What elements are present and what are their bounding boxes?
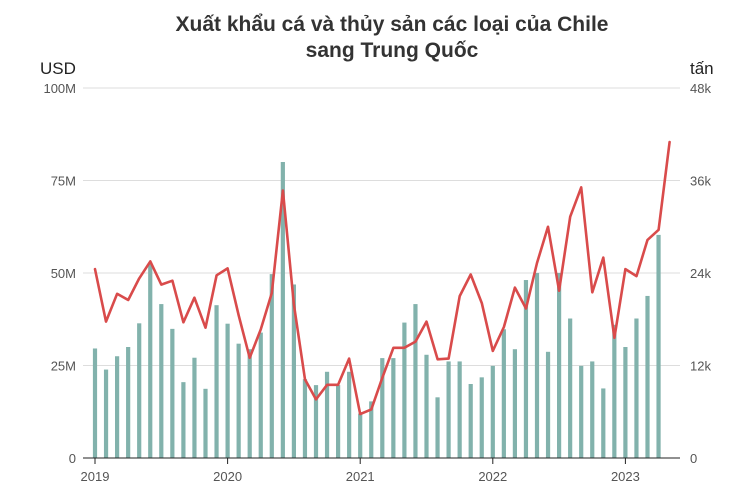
chart-title-line-1: Xuất khẩu cá và thủy sản các loại của Ch… (175, 13, 608, 36)
bar (313, 385, 319, 458)
bar (545, 351, 551, 458)
bar (479, 377, 484, 458)
bar (512, 349, 517, 458)
bar (225, 323, 230, 458)
y-right-tick-label: 36k (690, 174, 711, 189)
bar (258, 332, 263, 458)
bar (435, 397, 440, 458)
bar (358, 413, 363, 458)
bar (557, 273, 562, 458)
bar (336, 385, 341, 458)
bar (126, 347, 131, 458)
bar (446, 361, 451, 458)
y-right-tick-label: 0 (690, 451, 697, 466)
y-left-tick-label: 75M (51, 174, 76, 189)
line-series-path (93, 140, 671, 416)
bar (490, 365, 495, 458)
bar (236, 343, 241, 458)
x-tick-labels: 2019 2020 2021 2022 2023 (81, 458, 640, 484)
bar (324, 371, 330, 458)
y-right-tick-labels: 0 12k 24k 36k 48k (690, 81, 711, 466)
bar (534, 273, 540, 458)
bar (369, 401, 374, 458)
y-left-unit: USD (40, 59, 76, 78)
bar (612, 324, 617, 458)
bar (247, 349, 252, 458)
bar (568, 318, 573, 458)
y-right-tick-label: 24k (690, 266, 711, 281)
line-series (93, 140, 671, 416)
bar (115, 356, 120, 458)
bar (170, 328, 175, 458)
bar (391, 358, 396, 458)
y-right-tick-label: 12k (690, 359, 711, 374)
bar (103, 369, 109, 458)
bar (590, 361, 595, 458)
y-right-tick-label: 48k (690, 81, 711, 96)
y-left-tick-label: 25M (51, 359, 76, 374)
bar (402, 322, 407, 458)
gridlines (83, 87, 680, 366)
bar (579, 365, 584, 458)
bar (623, 347, 628, 458)
bar (92, 348, 98, 458)
y-left-tick-label: 100M (43, 81, 76, 96)
y-left-tick-labels: 0 25M 50M 75M 100M (43, 81, 76, 466)
bar (501, 329, 506, 458)
y-right-unit: tấn (690, 59, 714, 78)
y-left-tick-label: 50M (51, 266, 76, 281)
bar (137, 323, 142, 458)
bar (523, 280, 529, 458)
bar (181, 382, 186, 458)
y-left-tick-label: 0 (69, 451, 76, 466)
bar (269, 274, 274, 458)
bar (280, 162, 285, 458)
chart-title-line-2: sang Trung Quốc (306, 39, 479, 62)
x-tick-label: 2022 (478, 469, 507, 484)
bar (159, 304, 164, 458)
bar (347, 371, 352, 458)
bar (634, 318, 639, 458)
bar (291, 284, 296, 458)
bar (468, 384, 473, 458)
bar (424, 354, 429, 458)
bar (457, 361, 462, 458)
bar (656, 234, 661, 458)
bar (203, 388, 208, 458)
bar (148, 264, 153, 458)
bar (413, 304, 418, 458)
bar (645, 295, 650, 458)
bar (192, 357, 197, 458)
bar (214, 305, 219, 458)
x-tick-label: 2021 (346, 469, 375, 484)
x-tick-label: 2023 (611, 469, 640, 484)
bar-series (92, 162, 661, 458)
x-tick-label: 2019 (81, 469, 110, 484)
bar (302, 379, 308, 458)
bar (380, 358, 385, 458)
bar (601, 388, 606, 458)
x-tick-label: 2020 (213, 469, 242, 484)
